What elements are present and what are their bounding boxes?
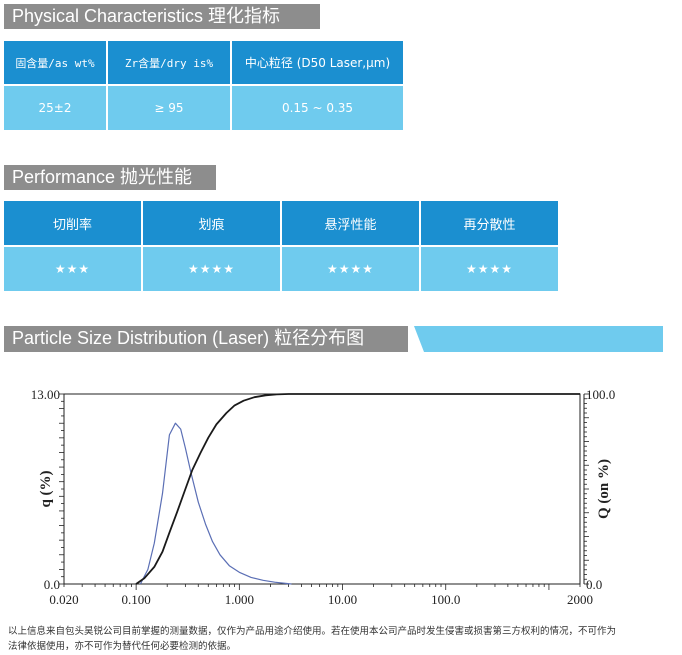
right-tick-label: 0.0 bbox=[586, 577, 602, 592]
x-tick-label: 10.00 bbox=[328, 592, 357, 607]
right-tick-label: 100.0 bbox=[586, 387, 615, 402]
header-redispersion: 再分散性 bbox=[419, 199, 560, 247]
performance-table: 切削率 划痕 悬浮性能 再分散性 ★★★ ★★★★ ★★★★ ★★★★ bbox=[2, 199, 560, 293]
physical-section-title: Physical Characteristics 理化指标 bbox=[4, 4, 320, 29]
value-d50: 0.15 ~ 0.35 bbox=[230, 84, 405, 132]
disclaimer-text: 以上信息来自包头昊锐公司目前掌握的测量数据，仅作为产品用途介绍使用。若在使用本公… bbox=[8, 624, 676, 654]
left-tick-label: 0.0 bbox=[44, 577, 60, 592]
x-tick-label: 100.0 bbox=[431, 592, 460, 607]
header-zr-content: Zr含量/dry is% bbox=[106, 39, 232, 86]
y-axis-label-left: q (%) bbox=[38, 470, 54, 507]
frequency-curve bbox=[139, 422, 292, 585]
header-cutting-rate: 切削率 bbox=[2, 199, 143, 247]
disclaimer-line-2: 法律依据使用，亦不可作为替代任何必要检测的依据。 bbox=[8, 641, 237, 652]
x-tick-label: 2000 bbox=[567, 592, 593, 607]
disclaimer-line-1: 以上信息来自包头昊锐公司目前掌握的测量数据，仅作为产品用途介绍使用。若在使用本公… bbox=[8, 626, 617, 637]
header-d50: 中心粒径 (D50 Laser,μm) bbox=[230, 39, 405, 86]
plot-frame bbox=[63, 393, 581, 585]
rating-scratch: ★★★★ bbox=[141, 245, 282, 293]
performance-section-title: Performance 抛光性能 bbox=[4, 165, 216, 190]
value-solid-content: 25±2 bbox=[2, 84, 108, 132]
x-tick-label: 0.100 bbox=[122, 592, 151, 607]
distribution-banner bbox=[4, 326, 663, 352]
rating-suspension: ★★★★ bbox=[280, 245, 421, 293]
particle-size-chart: 0.020 0.100 1.000 10.00 100.0 2000 13.00 0.0 100… bbox=[31, 387, 616, 607]
header-suspension: 悬浮性能 bbox=[280, 199, 421, 247]
left-tick-label: 13.00 bbox=[31, 387, 60, 402]
cumulative-curve bbox=[135, 393, 580, 585]
physical-table: 固含量/as wt% Zr含量/dry is% 中心粒径 (D50 Laser,… bbox=[2, 39, 405, 132]
value-zr-content: ≥ 95 bbox=[106, 84, 232, 132]
y-axis-label-right: Q (on %) bbox=[596, 459, 612, 519]
rating-redispersion: ★★★★ bbox=[419, 245, 560, 293]
distribution-section-title: Particle Size Distribution (Laser) 粒径分布图 bbox=[12, 328, 365, 348]
header-scratch: 划痕 bbox=[141, 199, 282, 247]
x-tick-label: 0.020 bbox=[49, 592, 78, 607]
x-tick-label: 1.000 bbox=[225, 592, 254, 607]
header-solid-content: 固含量/as wt% bbox=[2, 39, 108, 86]
rating-cutting-rate: ★★★ bbox=[2, 245, 143, 293]
